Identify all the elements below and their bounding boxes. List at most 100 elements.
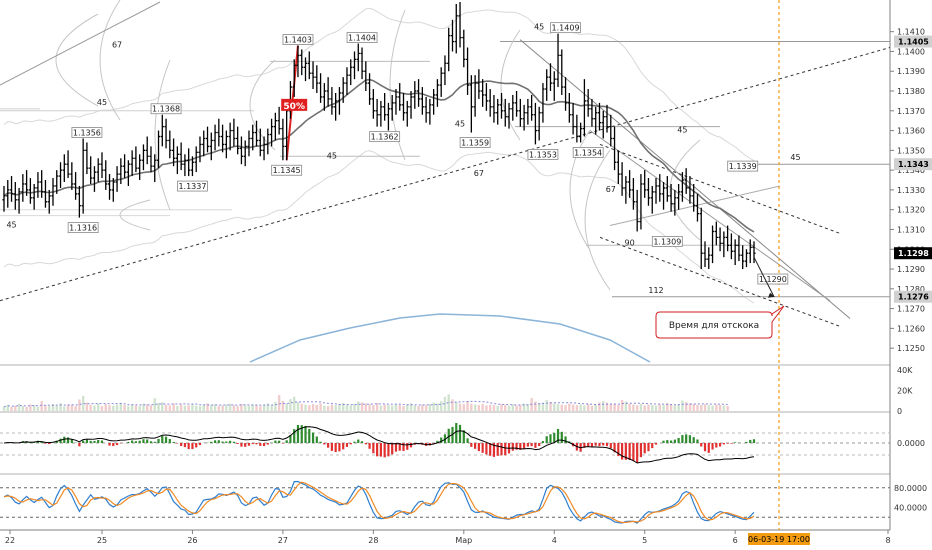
- volume-bar: [44, 405, 47, 411]
- macd-histogram-bar: [734, 442, 737, 443]
- price-label: 1.1337: [178, 182, 206, 191]
- fib-level-label: 45: [534, 23, 544, 32]
- x-tick-label: 4: [552, 536, 557, 545]
- volume-bar: [266, 403, 270, 411]
- volume-bar: [326, 406, 330, 411]
- macd-histogram-bar: [48, 443, 51, 445]
- macd-histogram-bar: [198, 443, 202, 446]
- volume-bar: [696, 404, 699, 411]
- volume-bar: [345, 404, 349, 411]
- volume-bar: [14, 405, 17, 411]
- volume-bar: [172, 403, 175, 411]
- volume-bar: [466, 401, 469, 411]
- volume-bar: [138, 405, 141, 411]
- price-badge: [894, 247, 932, 260]
- fib-50-badge-label: 50%: [283, 102, 305, 112]
- macd-histogram-bar: [240, 443, 243, 447]
- volume-average-line: [3, 400, 728, 408]
- volume-bar: [232, 405, 236, 411]
- macd-histogram-bar: [168, 439, 171, 443]
- volume-bar: [598, 402, 601, 411]
- price-label-box: [459, 137, 491, 148]
- volume-bar: [511, 404, 514, 411]
- macd-histogram-bar: [730, 443, 733, 444]
- price-badge: [894, 290, 932, 303]
- volume-bar: [620, 399, 624, 411]
- volume-bar: [51, 403, 55, 411]
- macd-histogram-bar: [360, 441, 364, 443]
- macd-histogram-bar: [624, 443, 627, 460]
- macd-histogram-bar: [217, 440, 220, 443]
- price-badge-label: 1.1276: [898, 293, 929, 302]
- macd-histogram-bar: [213, 440, 217, 443]
- macd-histogram-bar: [138, 440, 141, 443]
- volume-bar: [718, 404, 722, 411]
- volume-bar: [424, 405, 428, 411]
- macd-histogram-bar: [752, 439, 756, 443]
- volume-bar: [590, 405, 594, 411]
- volume-bar: [526, 404, 530, 411]
- price-label: 1.1290: [759, 275, 787, 284]
- macd-histogram-bar: [236, 443, 239, 445]
- macd-histogram-bar: [477, 443, 480, 452]
- volume-bar: [81, 395, 85, 411]
- macd-histogram-bar: [470, 443, 473, 447]
- fib-arc: [389, 9, 406, 161]
- volume-bar: [168, 405, 172, 411]
- macd-histogram-bar: [40, 441, 43, 443]
- fib-level-label: 45: [6, 220, 16, 229]
- fib-arc: [569, 129, 591, 251]
- macd-histogram-bar: [383, 443, 386, 458]
- macd-histogram-bar: [632, 443, 635, 461]
- volume-bar: [568, 403, 571, 411]
- price-label-box: [150, 103, 182, 115]
- macd-histogram-bar: [112, 443, 115, 447]
- macd-histogram-bar: [334, 443, 337, 452]
- macd-histogram-bar: [432, 443, 435, 444]
- macd-line: [3, 426, 755, 464]
- volume-bar: [341, 403, 345, 411]
- macd-histogram-bar: [142, 439, 145, 443]
- volume-bar: [413, 405, 417, 411]
- macd-histogram-bar: [458, 424, 462, 443]
- macd-histogram-bar: [289, 435, 292, 443]
- volume-bar: [447, 394, 450, 411]
- volume-bar: [455, 401, 458, 411]
- price-label: 1.1339: [729, 162, 757, 171]
- macd-histogram-bar: [82, 440, 85, 443]
- projection-arrow: [753, 256, 775, 297]
- macd-histogram-bar: [662, 440, 665, 443]
- macd-histogram-bar: [330, 443, 333, 451]
- macd-histogram-bar: [583, 443, 586, 448]
- price-label: 1.1409: [552, 24, 580, 33]
- macd-histogram-bar: [462, 430, 465, 443]
- price-label: 1.1404: [348, 34, 376, 43]
- volume-bar: [379, 405, 383, 411]
- annotation-text: Время для отскока: [669, 321, 759, 331]
- volume-bar: [206, 403, 209, 411]
- price-badge-label: 1.1405: [898, 38, 929, 47]
- volume-bar: [477, 405, 481, 411]
- macd-histogram-bar: [296, 424, 300, 443]
- axes-layer: 22 25 26 27 28 Мар 4 5 6 81.14101.14001.13901.138…: [5, 28, 932, 545]
- volume-bar: [338, 403, 341, 411]
- macd-histogram-bar: [560, 431, 563, 443]
- macd-pane: [0, 423, 890, 464]
- macd-histogram-bar: [262, 443, 266, 447]
- macd-histogram-bar: [523, 443, 526, 449]
- macd-histogram-bar: [549, 434, 552, 443]
- macd-histogram-bar: [259, 443, 262, 446]
- price-badge-label: 1.1298: [898, 249, 929, 258]
- volume-bar: [191, 404, 194, 411]
- volume-bar: [583, 405, 586, 411]
- volume-bar: [319, 403, 322, 411]
- volume-bar: [134, 405, 138, 411]
- price-label-box: [177, 180, 208, 192]
- macd-histogram-bar: [164, 436, 168, 443]
- macd-histogram-bar: [647, 443, 650, 452]
- macd-histogram-bar: [617, 443, 620, 457]
- volume-bar: [628, 403, 631, 411]
- main-pane: 1.1403 1.1404 1.1409 1.1368 1.1356 1.1362 1.13…: [0, 0, 891, 530]
- macd-histogram-bar: [688, 435, 692, 443]
